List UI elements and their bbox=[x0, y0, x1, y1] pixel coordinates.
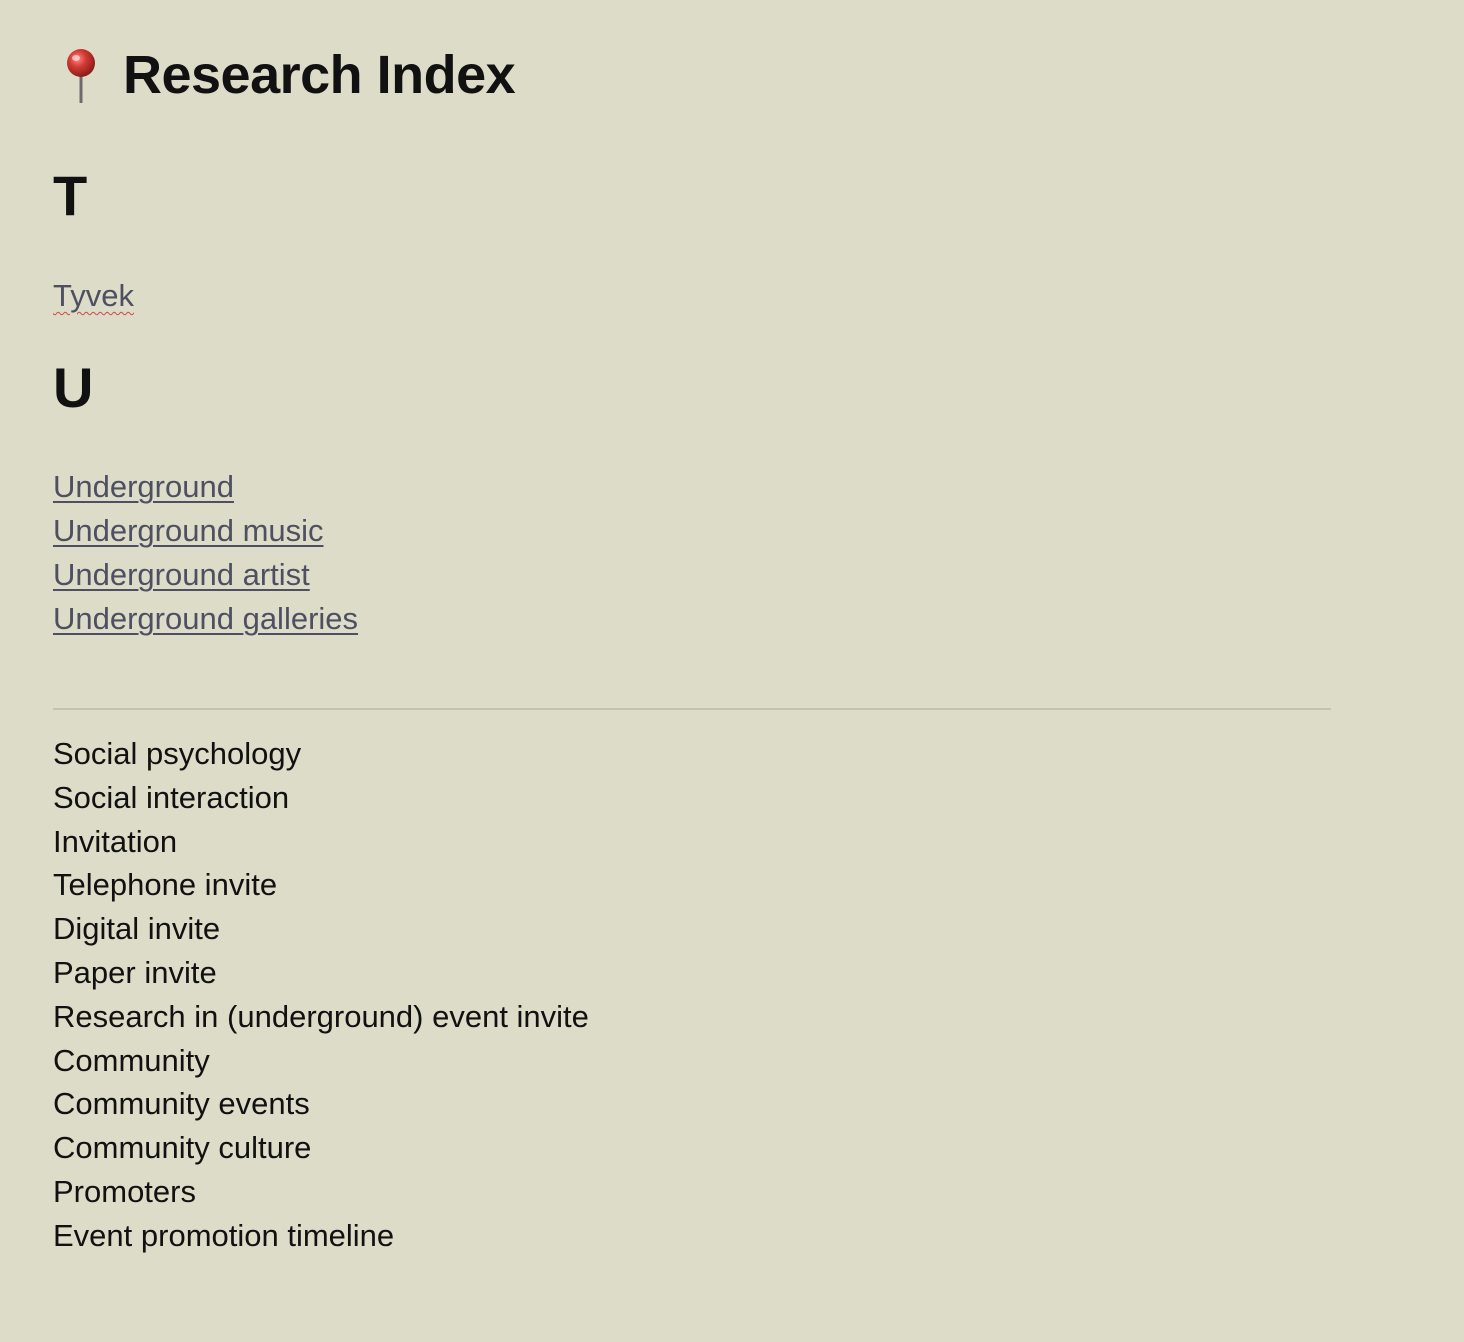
section-heading-u: U bbox=[53, 356, 94, 419]
list-item: Tyvek bbox=[53, 274, 1464, 318]
section-heading-t: T bbox=[53, 164, 88, 227]
link-underground-music[interactable]: Underground music bbox=[53, 513, 324, 548]
list-item: Underground music bbox=[53, 509, 1464, 553]
divider bbox=[53, 708, 1331, 710]
page-header: Research Index bbox=[53, 40, 1464, 110]
topic-item: Social interaction bbox=[53, 779, 290, 815]
topic-item: Invitation bbox=[53, 823, 178, 859]
section-u-links: Underground Underground music Undergroun… bbox=[53, 465, 1464, 641]
topic-item: Community events bbox=[53, 1086, 310, 1122]
link-tyvek[interactable]: Tyvek bbox=[53, 278, 134, 313]
page-title: Research Index bbox=[123, 45, 516, 105]
link-underground[interactable]: Underground bbox=[53, 469, 234, 504]
topic-item: Promoters bbox=[53, 1173, 196, 1209]
section-t-links: Tyvek bbox=[53, 274, 1464, 318]
link-underground-artist[interactable]: Underground artist bbox=[53, 557, 310, 592]
topic-list: Social psychology Social interaction Inv… bbox=[53, 732, 1464, 1258]
topic-item: Social psychology bbox=[53, 736, 302, 771]
list-item: Underground artist bbox=[53, 553, 1464, 597]
topic-item: Community bbox=[53, 1042, 210, 1078]
topic-item: Event promotion timeline bbox=[53, 1217, 395, 1253]
list-item: Underground bbox=[53, 465, 1464, 509]
link-underground-galleries[interactable]: Underground galleries bbox=[53, 601, 359, 636]
pushpin-icon bbox=[59, 47, 103, 104]
topic-item: Community culture bbox=[53, 1130, 312, 1166]
topic-item: Digital invite bbox=[53, 911, 221, 947]
topic-item: Research in (underground) event invite bbox=[53, 998, 589, 1034]
topic-item: Telephone invite bbox=[53, 867, 278, 903]
topic-item: Paper invite bbox=[53, 954, 217, 990]
list-item: Underground galleries bbox=[53, 597, 1464, 641]
